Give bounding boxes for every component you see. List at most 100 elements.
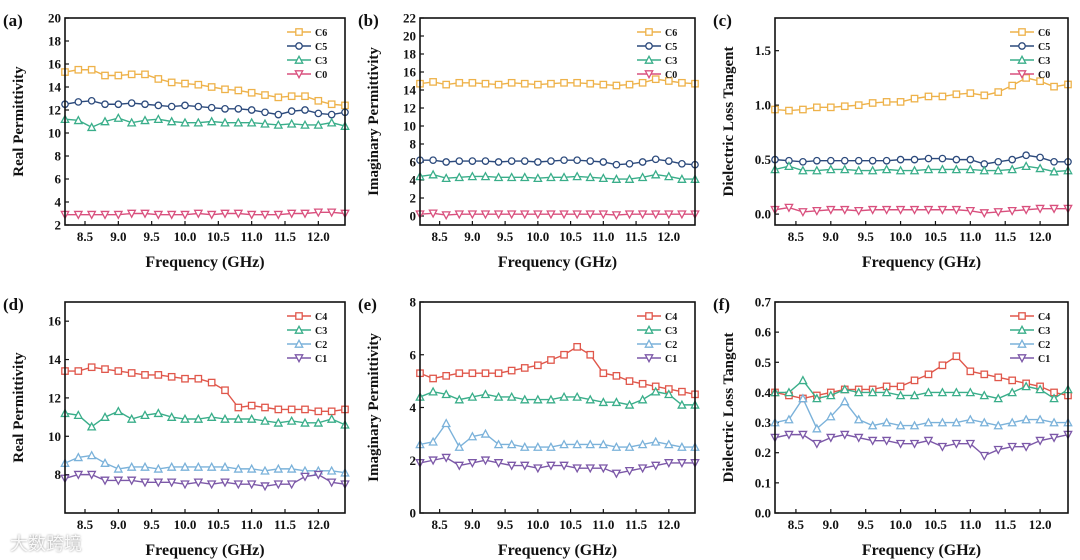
data-point-C5 [1036,153,1044,162]
data-point-C1 [519,461,530,471]
legend-marker-C5 [295,42,303,50]
series-line-C1 [419,456,695,475]
legend-marker-C3 [294,324,304,334]
data-point-C0 [611,211,622,221]
data-point-C6 [1008,81,1017,90]
legend-marker-C4 [645,312,653,320]
data-point-C6 [910,94,919,103]
y-axis-label: Dielectric Loss Tangcnt [721,333,737,483]
series-line-C5 [64,100,346,116]
data-point-C6 [980,91,989,100]
data-point-C3 [881,387,892,397]
data-point-C4 [87,363,96,372]
legend-marker-C4 [295,312,303,320]
data-point-C4 [181,374,189,383]
data-point-C2 [853,414,864,424]
data-point-C0 [100,210,110,220]
data-point-C6 [785,106,793,115]
data-point-C2 [441,418,451,428]
data-point-C2 [993,420,1004,430]
data-point-C5 [207,103,216,112]
x-tick-label: 10.0 [526,517,549,532]
data-point-C1 [585,464,596,474]
data-point-C4 [221,386,229,395]
y-tick-label: 4 [55,195,62,210]
data-point-C3 [951,164,962,174]
y-axis-label: Imaginary Permittivity [366,47,382,196]
y-tick-label: 6 [55,172,62,187]
data-point-C1 [220,478,230,488]
data-point-C1 [193,478,204,488]
legend-marker-C5 [645,42,653,50]
data-point-C2 [467,431,478,441]
x-tick-label: 9.0 [823,517,839,532]
data-point-C6 [547,79,555,88]
series-line-C6 [64,69,346,107]
data-point-C0 [895,205,906,215]
y-tick-label: 16 [403,65,417,80]
legend-label: C4 [665,312,677,323]
data-point-C5 [651,155,660,164]
legend-marker-C6 [1018,28,1026,36]
y-tick-label: 0.0 [755,506,771,521]
data-point-C4 [966,367,975,376]
data-point-C3 [166,116,177,126]
data-point-C6 [882,98,891,106]
data-point-C1 [979,451,990,461]
data-point-C3 [1007,164,1017,174]
data-point-C3 [180,117,190,127]
data-point-C4 [327,407,336,416]
data-point-C2 [260,465,270,475]
data-point-C1 [677,459,687,468]
data-point-C5 [455,157,464,165]
data-point-C3 [506,172,517,182]
x-tick-label: 10.0 [174,229,197,244]
series-line-C3 [775,379,1069,400]
data-point-C3 [519,172,530,182]
data-point-C2 [140,461,150,471]
plot-frame [774,17,1069,226]
data-point-C3 [798,165,808,175]
data-point-C4 [924,370,933,379]
data-point-C3 [233,413,244,423]
data-point-C5 [1050,157,1058,166]
data-point-C6 [840,102,849,111]
data-point-C3 [812,165,822,175]
data-point-C3 [951,387,962,397]
data-point-C3 [895,165,906,175]
data-point-C5 [625,159,634,168]
data-point-C3 [233,117,244,127]
data-point-C1 [246,480,257,490]
data-point-C4 [141,371,149,379]
data-point-C3 [493,391,504,401]
panel-label: (b) [358,11,379,30]
series-line-C2 [64,454,346,474]
data-point-C3 [637,172,648,182]
data-point-C4 [910,376,919,385]
data-point-C2 [533,441,543,451]
data-point-C1 [493,459,504,468]
legend-marker-C3 [1017,324,1027,334]
data-point-C3 [286,415,297,425]
data-point-C5 [994,157,1003,166]
panel-e: (e) 0 2 4 6 8 8.5 9.0 9.5 10.0 10.5 11.0 11.5 12.0 C4 C… [358,295,700,559]
data-point-C6 [141,70,149,79]
data-point-C3 [895,390,906,400]
data-point-C1 [1007,442,1017,452]
x-tick-label: 9.0 [464,229,480,244]
data-point-C3 [86,122,97,132]
x-axis-label: Frequency (GHz) [498,542,617,559]
x-tick-label: 8.5 [77,517,94,532]
x-tick-label: 9.5 [858,229,875,244]
data-point-C1 [598,464,609,474]
data-point-C3 [923,387,934,397]
panel-label: (d) [3,295,24,314]
data-point-C3 [572,391,582,401]
legend-marker-C2 [1017,338,1027,348]
data-point-C3 [428,386,438,396]
x-axis-label: Frequency (GHz) [862,542,981,559]
data-point-C0 [206,210,217,220]
data-point-C5 [494,158,503,166]
data-point-C3 [428,169,438,179]
